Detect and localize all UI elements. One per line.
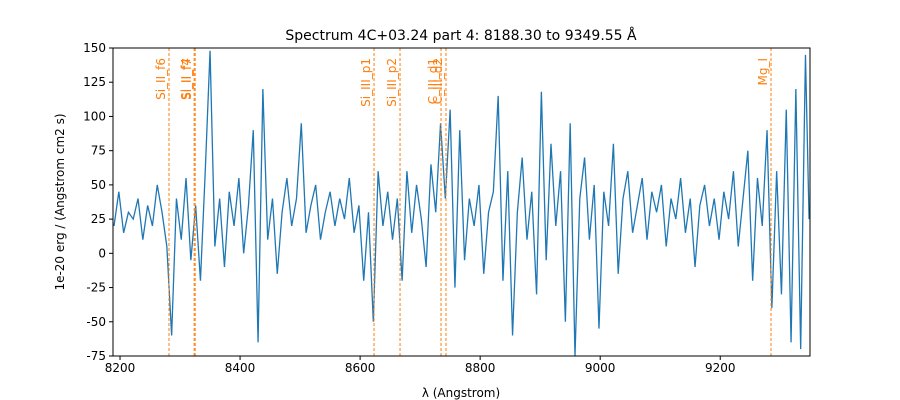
axes-frame — [112, 47, 811, 357]
reference-line-label: C_III_d1 — [426, 58, 440, 104]
y-tick-label: 150 — [83, 41, 106, 55]
reference-line-label: Si_II_f7 — [180, 58, 194, 100]
x-tick-label: 9000 — [585, 361, 616, 375]
y-tick-label: 75 — [91, 144, 106, 158]
x-tick-label: 8400 — [225, 361, 256, 375]
y-tick-label: 0 — [98, 246, 106, 260]
chart-title: Spectrum 4C+03.24 part 4: 8188.30 to 934… — [285, 27, 637, 44]
y-axis-label: 1e-20 erg / (Angstrom cm2 s) — [53, 113, 67, 290]
reference-line-label: Si_III_p1 — [359, 58, 373, 107]
y-tick-label: 25 — [91, 212, 106, 226]
x-axis-label: λ (Angstrom) — [422, 386, 500, 400]
spectrum-line — [113, 50, 810, 356]
y-tick-label: 100 — [83, 109, 106, 123]
y-tick-label: -75 — [86, 349, 106, 363]
reference-line-label: Mg_I — [756, 58, 770, 86]
y-tick-label: 50 — [91, 178, 106, 192]
x-tick-label: 9200 — [705, 361, 736, 375]
y-tick-label: -50 — [86, 315, 106, 329]
x-tick-label: 8800 — [465, 361, 496, 375]
plot-area — [113, 48, 810, 356]
y-tick-label: 125 — [83, 75, 106, 89]
x-tick-label: 8600 — [345, 361, 376, 375]
reference-line-label: Si_III_p2 — [385, 58, 399, 107]
reference-line-label: Si_II_f4 — [179, 58, 193, 100]
reference-line-label: Si_II_f6 — [154, 58, 168, 100]
reference-line-label: C_III_d2 — [431, 58, 445, 104]
y-tick-label: -25 — [86, 281, 106, 295]
x-tick-label: 8200 — [105, 361, 136, 375]
